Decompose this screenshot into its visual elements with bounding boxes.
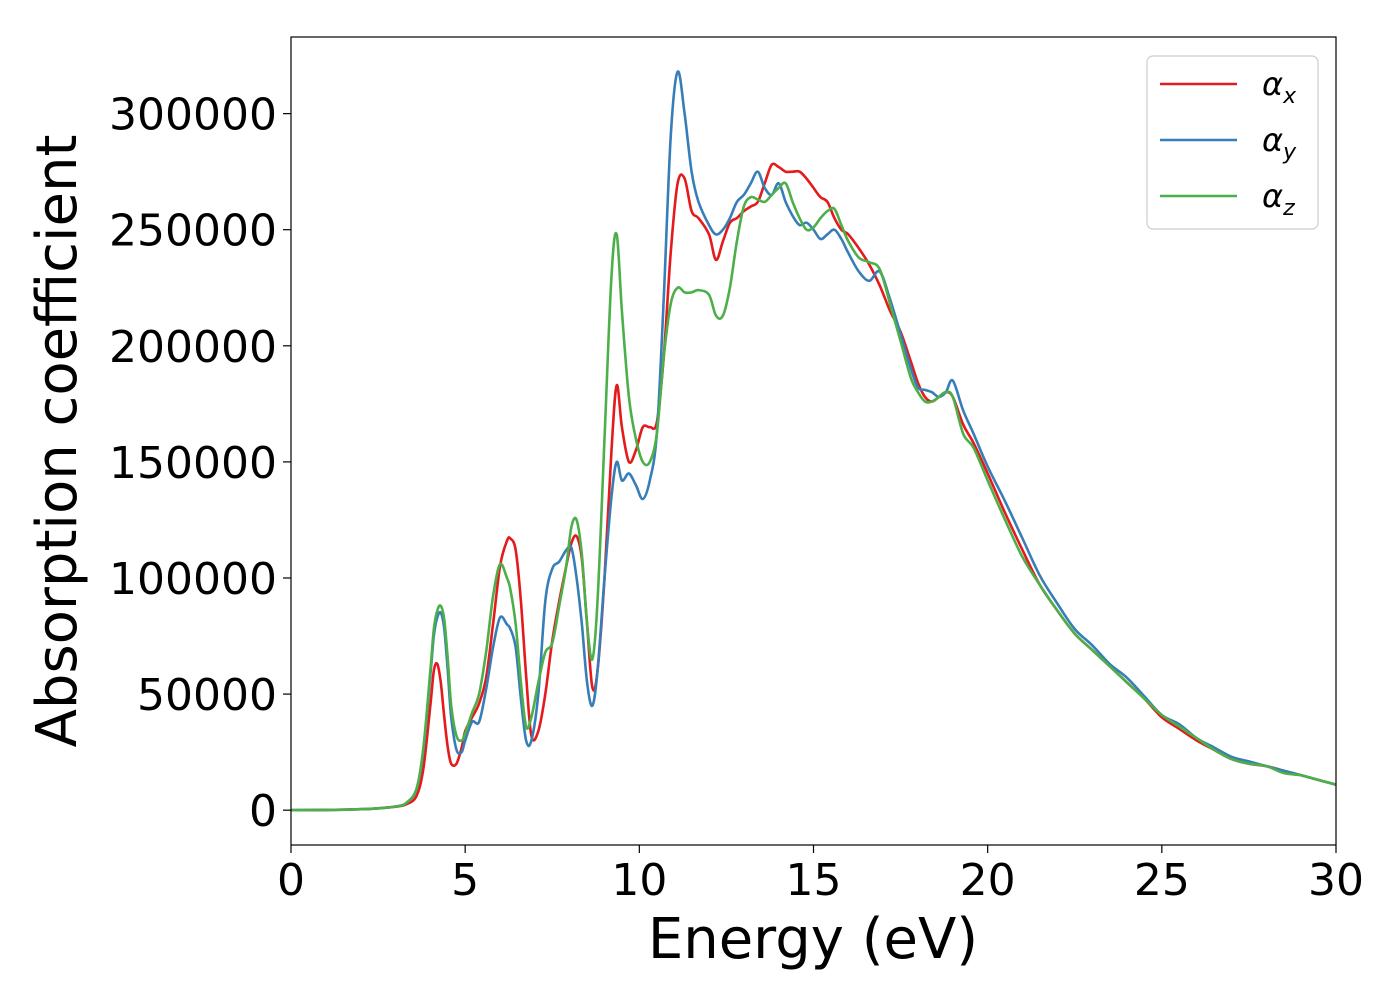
y-tick-label: 250000 (109, 206, 277, 257)
x-tick-label: 25 (1134, 855, 1190, 906)
series-line-x (291, 162, 1336, 812)
legend-symbol: α (1262, 177, 1283, 215)
y-tick-label: 100000 (109, 554, 277, 605)
x-tick-label: 20 (960, 855, 1016, 906)
x-tick-label: 10 (611, 855, 667, 906)
y-tick-label: 0 (249, 786, 277, 837)
legend-subscript: x (1282, 84, 1297, 109)
y-tick-label: 50000 (137, 670, 277, 721)
legend-symbol: α (1262, 65, 1283, 103)
y-tick-label: 200000 (109, 322, 277, 373)
series-line-y (291, 70, 1336, 812)
x-tick-label: 30 (1308, 855, 1364, 906)
series-line-z (291, 181, 1336, 812)
legend-label-y: αy (1262, 121, 1297, 165)
x-axis-title: Energy (eV) (648, 907, 978, 972)
y-tick-label: 300000 (109, 90, 277, 141)
y-axis-title: Absorption coefficient (25, 135, 90, 748)
ticks-layer: 0 5 10 15 20 25 30 0 50000 100000 150000 200000 2500… (109, 90, 1364, 906)
legend-subscript: y (1282, 140, 1297, 165)
x-tick-label: 15 (786, 855, 842, 906)
series-layer (291, 70, 1336, 812)
y-tick-label: 150000 (109, 438, 277, 489)
legend-subscript: z (1282, 196, 1295, 221)
legend-box (1146, 55, 1319, 230)
x-tick-label: 5 (451, 855, 479, 906)
legend-label-x: αx (1262, 65, 1297, 109)
x-tick-label: 0 (277, 855, 305, 906)
legend-symbol: α (1262, 121, 1283, 159)
plot-frame (290, 36, 1337, 846)
legend-label-z: αz (1262, 177, 1295, 221)
